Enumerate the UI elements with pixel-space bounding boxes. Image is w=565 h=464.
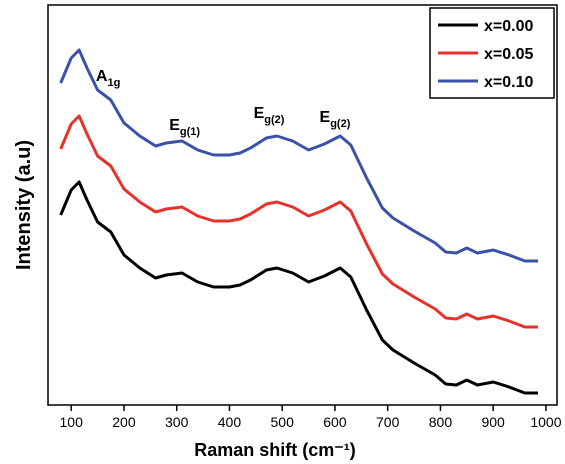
annotation-text: E bbox=[320, 109, 331, 126]
series-line bbox=[59, 114, 538, 329]
plot-frame bbox=[47, 4, 558, 406]
x-tick-label: 300 bbox=[165, 414, 189, 430]
legend-label: x=0.05 bbox=[484, 46, 533, 63]
peak-annotation: A1g bbox=[96, 68, 120, 89]
annotation-sub: 1g bbox=[107, 77, 120, 89]
peak-annotation: Eg(1) bbox=[169, 117, 200, 138]
peak-annotation: Eg(2) bbox=[320, 109, 351, 130]
x-tick-label: 100 bbox=[60, 414, 84, 430]
legend-label: x=0.00 bbox=[484, 18, 533, 35]
y-axis-label: Intensity (a.u) bbox=[13, 140, 35, 270]
x-tick-label: 900 bbox=[481, 414, 505, 430]
annotation-text: E bbox=[254, 105, 265, 122]
x-tick-label: 600 bbox=[323, 414, 347, 430]
x-tick-label: 500 bbox=[271, 414, 295, 430]
x-tick-label: 700 bbox=[376, 414, 400, 430]
annotation-text: A bbox=[96, 68, 108, 85]
x-tick-label: 1000 bbox=[530, 414, 561, 430]
x-axis-label: Raman shift (cm⁻¹) bbox=[194, 440, 356, 460]
annotation-text: E bbox=[169, 117, 180, 134]
x-tick-label: 200 bbox=[112, 414, 136, 430]
peak-annotation: Eg(2) bbox=[254, 105, 285, 126]
annotation-sub: g(1) bbox=[180, 126, 201, 138]
x-tick-label: 400 bbox=[218, 414, 242, 430]
legend-label: x=0.10 bbox=[484, 74, 533, 91]
annotation-sub: g(2) bbox=[264, 114, 285, 126]
series-line bbox=[59, 48, 538, 263]
x-tick-label: 800 bbox=[429, 414, 453, 430]
series-line bbox=[59, 180, 538, 395]
annotation-sub: g(2) bbox=[330, 118, 351, 130]
